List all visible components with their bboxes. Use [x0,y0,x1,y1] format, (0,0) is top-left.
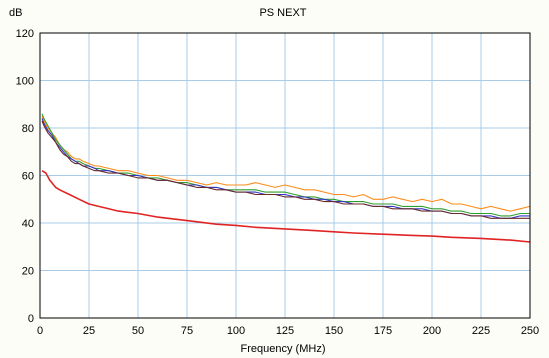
x-tick-label: 175 [374,325,392,337]
y-tick-label: 60 [22,171,34,183]
chart-title: PS NEXT [259,7,306,19]
x-tick-label: 150 [325,325,343,337]
tick-labels: 0 25 50 75 100 125 150 175 200 225 250 0 20 40 60 80 100… [16,28,540,337]
y-tick-label: 0 [28,313,34,325]
y-axis-label: dB [9,7,22,19]
series-lines [41,113,531,243]
x-tick-label: 75 [181,325,193,337]
x-tick-label: 200 [423,325,441,337]
x-tick-label: 100 [227,325,245,337]
series-line-2 [41,113,530,217]
x-tick-label: 25 [83,325,95,337]
y-tick-label: 100 [16,76,34,88]
y-tick-label: 80 [22,123,34,135]
x-tick-label: 0 [37,325,43,337]
x-tick-label: 50 [132,325,144,337]
plot-border [39,32,531,319]
x-tick-label: 225 [472,325,490,337]
series-line-4 [41,120,530,219]
x-tick-label: 250 [521,325,539,337]
series-line-5 [41,170,531,243]
y-tick-label: 20 [22,266,34,278]
x-axis-label: Frequency (MHz) [241,343,326,355]
x-tick-label: 125 [276,325,294,337]
y-tick-label: 120 [16,28,34,40]
series-line-1 [41,115,531,212]
y-tick-label: 40 [22,218,34,230]
